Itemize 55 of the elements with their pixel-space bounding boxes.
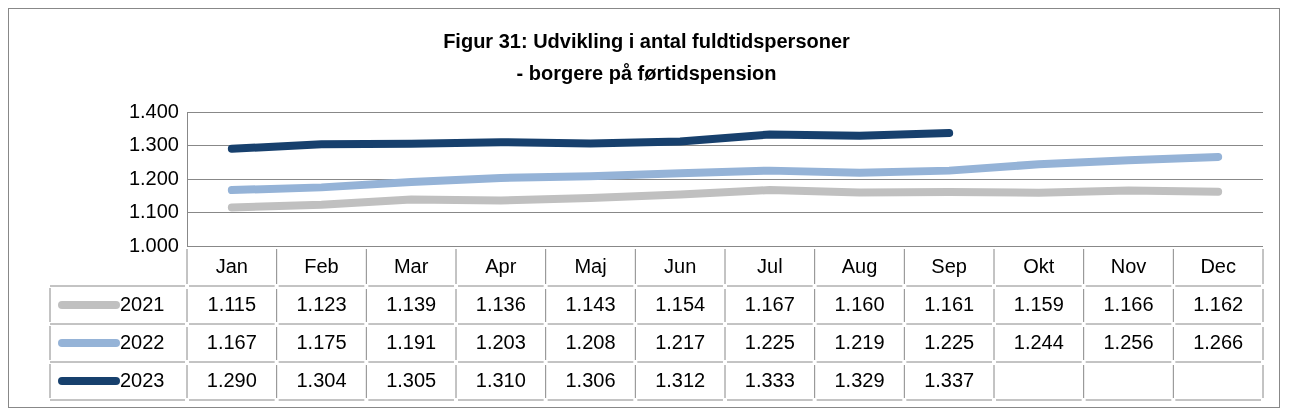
data-label: 1.219 bbox=[834, 330, 885, 353]
data-label: 1.203 bbox=[475, 330, 526, 353]
data-label: 1.191 bbox=[386, 330, 437, 353]
x-tick-label: Mar bbox=[393, 254, 429, 277]
x-tick-label: Jul bbox=[757, 254, 783, 277]
data-label: 1.123 bbox=[296, 292, 347, 315]
data-label: 1.161 bbox=[924, 292, 975, 315]
legend-label: 2022 bbox=[120, 330, 165, 353]
x-tick-label: Dec bbox=[1200, 254, 1236, 277]
data-label: 1.305 bbox=[386, 368, 437, 391]
data-label: 1.167 bbox=[744, 292, 795, 315]
y-tick-label: 1.000 bbox=[128, 233, 179, 256]
x-tick-label: Feb bbox=[304, 254, 339, 277]
x-tick-label: Aug bbox=[841, 254, 878, 277]
chart-title: Figur 31: Udvikling i antal fuldtidspersoner bbox=[443, 29, 851, 52]
data-label: 1.115 bbox=[207, 292, 257, 315]
x-tick-label: Jun bbox=[664, 254, 697, 277]
data-label: 1.143 bbox=[565, 292, 616, 315]
data-label: 1.225 bbox=[924, 330, 975, 353]
data-label: 1.208 bbox=[565, 330, 616, 353]
data-label: 1.139 bbox=[386, 292, 437, 315]
data-label: 1.159 bbox=[1013, 292, 1064, 315]
chart-subtitle: - borgere på førtidspension bbox=[516, 61, 777, 84]
x-tick-label: Apr bbox=[485, 254, 517, 277]
y-tick-label: 1.300 bbox=[128, 133, 179, 156]
x-tick-label: Jan bbox=[215, 254, 248, 277]
data-label: 1.310 bbox=[475, 368, 526, 391]
data-label: 1.225 bbox=[744, 330, 795, 353]
data-label: 1.312 bbox=[655, 368, 706, 391]
data-label: 1.166 bbox=[1103, 292, 1154, 315]
x-tick-label: Sep bbox=[931, 254, 967, 277]
x-tick-label: Nov bbox=[1110, 254, 1147, 277]
x-tick-label: Maj bbox=[574, 254, 607, 277]
data-label: 1.244 bbox=[1013, 330, 1064, 353]
data-label: 1.167 bbox=[206, 330, 257, 353]
x-tick-label: Okt bbox=[1023, 254, 1055, 277]
data-label: 1.337 bbox=[924, 368, 975, 391]
legend-label: 2023 bbox=[120, 368, 165, 391]
data-label: 1.256 bbox=[1103, 330, 1154, 353]
y-tick-label: 1.200 bbox=[128, 166, 179, 189]
y-tick-label: 1.400 bbox=[128, 99, 179, 122]
data-label: 1.160 bbox=[834, 292, 885, 315]
data-label: 1.333 bbox=[744, 368, 795, 391]
data-label: 1.304 bbox=[296, 368, 347, 391]
data-label: 1.217 bbox=[655, 330, 706, 353]
data-label: 1.266 bbox=[1193, 330, 1244, 353]
data-label: 1.154 bbox=[655, 292, 706, 315]
data-label: 1.136 bbox=[475, 292, 526, 315]
data-label: 1.175 bbox=[296, 330, 347, 353]
legend-label: 2021 bbox=[120, 292, 165, 315]
data-label: 1.329 bbox=[834, 368, 885, 391]
data-label: 1.306 bbox=[565, 368, 616, 391]
data-label: 1.162 bbox=[1193, 292, 1244, 315]
y-tick-label: 1.100 bbox=[128, 200, 179, 223]
data-label: 1.290 bbox=[206, 368, 257, 391]
